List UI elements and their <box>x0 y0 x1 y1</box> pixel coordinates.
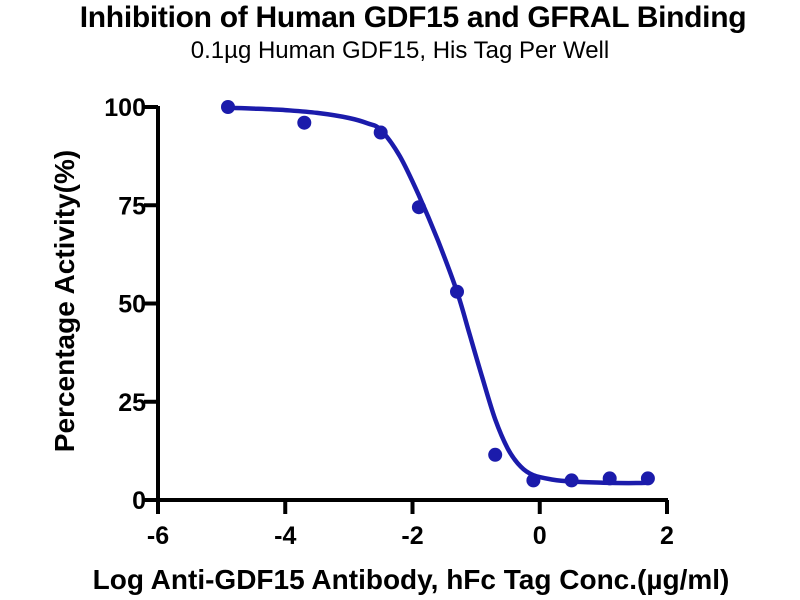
x-tick-label: -4 <box>274 522 296 550</box>
data-point <box>526 473 541 488</box>
data-point <box>411 200 426 215</box>
data-point <box>221 100 235 114</box>
data-point <box>488 447 503 462</box>
x-tick-label: 2 <box>660 522 674 550</box>
chart-title: Inhibition of Human GDF15 and GFRAL Bind… <box>79 1 747 34</box>
y-tick-label: 75 <box>118 192 146 220</box>
data-point <box>640 471 655 486</box>
fit-curve <box>223 105 652 486</box>
data-point <box>564 473 579 488</box>
y-tick-label: 100 <box>104 94 146 122</box>
data-point <box>373 125 388 140</box>
x-tick-label: -6 <box>147 522 169 550</box>
x-tick-label: 0 <box>533 522 547 550</box>
data-point <box>297 115 312 130</box>
chart-subtitle: 0.1µg Human GDF15, His Tag Per Well <box>190 37 610 64</box>
y-tick-label: 25 <box>118 389 146 417</box>
data-point <box>602 471 617 486</box>
y-tick-label: 0 <box>132 487 146 515</box>
y-tick-label: 50 <box>118 291 146 319</box>
data-point <box>450 284 464 299</box>
x-tick-label: -2 <box>401 522 423 550</box>
x-axis-label: Log Anti-GDF15 Antibody, hFc Tag Conc.(µ… <box>92 564 730 595</box>
